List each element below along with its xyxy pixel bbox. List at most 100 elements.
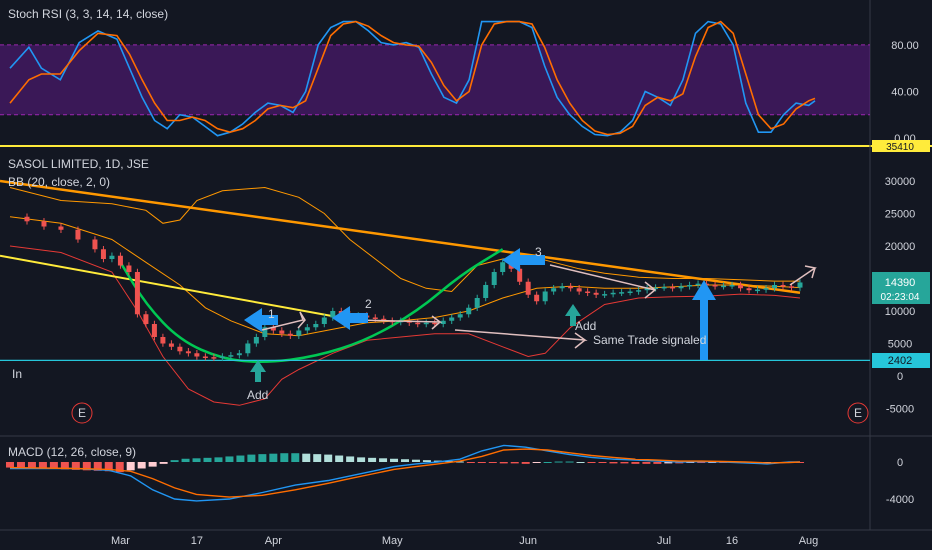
candle-body <box>415 322 421 325</box>
candle-body <box>551 288 557 292</box>
trendline-yellow[interactable] <box>0 254 359 322</box>
candle-body <box>109 255 115 259</box>
rounding-bottom-curve[interactable] <box>119 248 504 364</box>
candle-body <box>236 353 242 356</box>
macd-hist-bar <box>576 462 585 463</box>
candle-body <box>644 288 650 291</box>
last-price-tag <box>872 272 930 304</box>
candle-body <box>678 286 684 289</box>
candle-body <box>372 317 378 319</box>
macd-hist-bar <box>269 453 278 462</box>
last-price-value: 14390 <box>885 277 916 289</box>
macd-hist-bar <box>159 462 168 464</box>
candle-body <box>789 286 795 288</box>
macd-tick-label: -4000 <box>886 494 914 506</box>
macd-hist-bar <box>49 462 58 469</box>
macd-hist-bar <box>444 461 453 463</box>
macd-hist-bar <box>225 456 234 462</box>
price-tick-label: -5000 <box>886 404 914 416</box>
label-add-right: Add <box>575 319 596 333</box>
bb-title: BB (20, close, 2, 0) <box>8 175 110 189</box>
macd-hist-bar <box>411 459 420 462</box>
candle-body <box>653 287 659 290</box>
price-tick-label: 20000 <box>885 241 916 253</box>
macd-hist-bar <box>664 462 673 464</box>
candle-body <box>219 356 225 358</box>
macd-hist-bar <box>346 456 355 462</box>
candle-body <box>534 294 540 302</box>
earnings-marker-right[interactable] <box>847 402 869 424</box>
candle-body <box>695 283 701 286</box>
macd-hist-bar <box>82 462 91 471</box>
time-tick-label: Aug <box>799 535 819 547</box>
price-tick-label: 5000 <box>888 339 912 351</box>
price-tick-label: 25000 <box>885 209 916 221</box>
candle-body <box>296 330 302 336</box>
macd-hist-bar <box>422 460 431 462</box>
candle-body <box>483 285 489 298</box>
earnings-marker-left[interactable] <box>71 402 93 424</box>
candle-body <box>763 288 769 290</box>
macd-hist-bar <box>137 462 146 469</box>
bb-lower-band <box>9 245 801 406</box>
candle-body <box>687 285 693 287</box>
macd-hist-bar <box>510 462 519 464</box>
macd-hist-bar <box>697 462 706 463</box>
macd-pane[interactable]: 0 -4000 MACD (12, 26, close, 9) <box>6 444 914 506</box>
candlestick-series <box>24 213 803 362</box>
white-arrow-1 <box>261 311 306 331</box>
candle-body <box>177 346 183 352</box>
candle-body <box>381 318 387 321</box>
candle-body <box>100 249 106 259</box>
macd-hist-bar <box>379 458 388 462</box>
macd-hist-bar <box>38 462 47 469</box>
macd-hist-bar <box>554 461 563 463</box>
time-tick-label: Jul <box>657 535 671 547</box>
candle-body <box>755 289 761 292</box>
macd-title: MACD (12, 26, close, 9) <box>8 445 136 459</box>
candle-body <box>593 292 599 295</box>
candle-body <box>610 292 616 295</box>
candle-body <box>670 286 676 289</box>
candle-body <box>440 320 446 324</box>
candle-body <box>304 327 310 331</box>
candle-body <box>330 311 336 318</box>
macd-hist-bar <box>587 462 596 463</box>
macd-hist-bar <box>291 453 300 462</box>
candle-body <box>270 327 276 331</box>
macd-hist-bar <box>609 462 618 464</box>
earnings-e-left: E <box>78 406 86 420</box>
trendline-orange[interactable] <box>0 179 801 295</box>
macd-hist-bar <box>357 457 366 462</box>
stoch-k-line <box>9 20 816 137</box>
macd-hist-bar <box>302 453 311 462</box>
level-price-tag <box>872 353 930 368</box>
price-pane[interactable]: 30000 25000 20000 10000 5000 0 -5000 1 2 3 Add <box>0 140 930 424</box>
candle-body <box>466 307 472 315</box>
candle-body <box>279 330 285 334</box>
macd-hist-bar <box>324 454 333 462</box>
macd-hist-bar <box>642 462 651 464</box>
time-tick-label: Jun <box>519 535 537 547</box>
time-axis[interactable]: Mar 17 Apr May Jun Jul 16 Aug <box>111 535 818 547</box>
macd-hist-bar <box>598 462 607 463</box>
candle-body <box>636 290 642 292</box>
bb-middle-band <box>9 216 801 337</box>
candle-body <box>151 324 157 337</box>
candle-body <box>58 226 64 230</box>
candle-body <box>542 291 548 302</box>
bb-upper-band <box>9 186 800 293</box>
candle-body <box>712 285 718 287</box>
candle-body <box>245 343 251 354</box>
candle-body <box>313 324 319 328</box>
macd-hist-bar <box>71 462 80 470</box>
level-price-value: 2402 <box>888 355 912 367</box>
macd-hist-bar <box>170 460 179 462</box>
yellow-line-tag-text: 35410 <box>886 142 914 153</box>
macd-hist-bar <box>126 462 135 471</box>
price-tick-label: 10000 <box>885 306 916 318</box>
macd-hist-bar <box>16 462 25 469</box>
stoch-tick-label: 40.00 <box>891 86 919 98</box>
